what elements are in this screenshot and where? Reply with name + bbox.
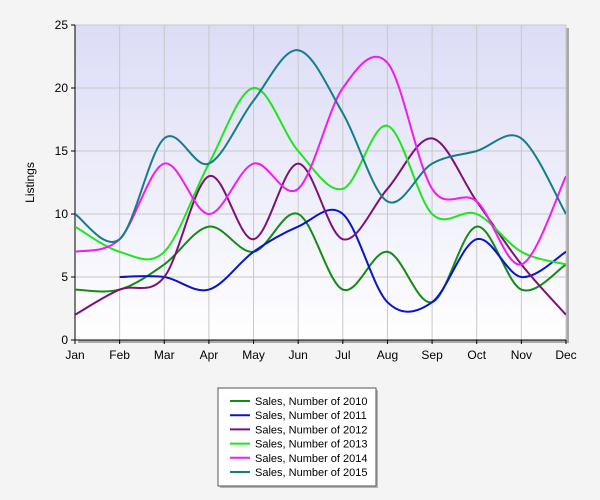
series-line-6 xyxy=(75,49,566,243)
legend-label: Sales, Number of 2014 xyxy=(255,453,368,465)
series-group xyxy=(75,49,566,316)
x-tick-label: May xyxy=(242,348,265,362)
x-tick-label: Oct xyxy=(467,348,486,362)
x-tick-label: Feb xyxy=(109,348,130,362)
y-tick-label: 5 xyxy=(61,270,68,284)
x-tick-label: Dec xyxy=(555,348,576,362)
series-line-2 xyxy=(119,208,566,313)
x-tick-label: Jan xyxy=(65,348,84,362)
x-tick-label: Jul xyxy=(335,348,350,362)
x-tick-label: Aug xyxy=(377,348,398,362)
y-tick-label: 0 xyxy=(61,333,68,347)
series-line-1 xyxy=(75,212,566,304)
x-tick-label: Mar xyxy=(154,348,175,362)
plot-area xyxy=(75,25,566,340)
legend-label: Sales, Number of 2011 xyxy=(255,410,367,422)
y-tick-label: 20 xyxy=(55,81,69,95)
series-line-5 xyxy=(75,55,566,266)
legend-label: Sales, Number of 2012 xyxy=(255,424,368,436)
x-tick-label: Nov xyxy=(511,348,532,362)
legend-box xyxy=(217,387,377,487)
y-tick-label: 10 xyxy=(55,207,69,221)
x-tick-label: Sep xyxy=(421,348,443,362)
legend-label: Sales, Number of 2010 xyxy=(255,396,368,408)
x-tick-label: Apr xyxy=(200,348,219,362)
y-tick-label: 25 xyxy=(55,18,69,32)
legend-label: Sales, Number of 2013 xyxy=(255,439,368,451)
legend-label: Sales, Number of 2015 xyxy=(255,467,368,479)
y-axis-title: Listings xyxy=(23,162,37,203)
y-tick-label: 15 xyxy=(55,144,69,158)
series-line-4 xyxy=(75,87,566,266)
x-tick-label: Jun xyxy=(289,348,308,362)
